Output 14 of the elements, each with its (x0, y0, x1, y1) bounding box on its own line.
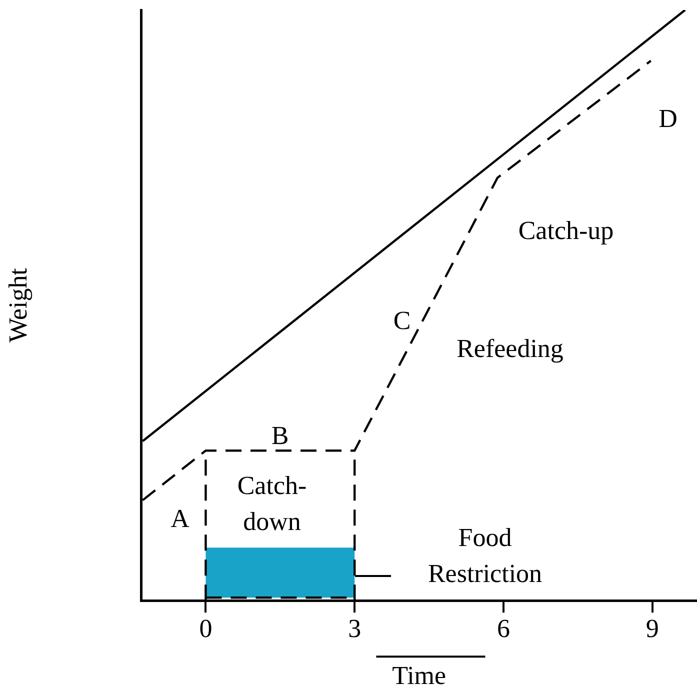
annotation: Catch- down (237, 470, 307, 536)
x-tick-label: 0 (199, 614, 212, 644)
annotation: Refeeding (456, 334, 564, 363)
x-tick-label: 6 (496, 614, 510, 644)
annotation: Catch-up (518, 216, 614, 245)
x-axis-title: Time (392, 661, 446, 690)
annotation: A (170, 504, 190, 533)
annotation: B (271, 420, 289, 450)
x-tick-label: 3 (348, 614, 362, 644)
annotation: D (658, 104, 678, 133)
y-axis-title: Weight (3, 267, 32, 343)
annotation: C (393, 306, 411, 335)
annotation: Food Restriction (428, 522, 542, 588)
x-tick-label: 9 (646, 614, 659, 644)
